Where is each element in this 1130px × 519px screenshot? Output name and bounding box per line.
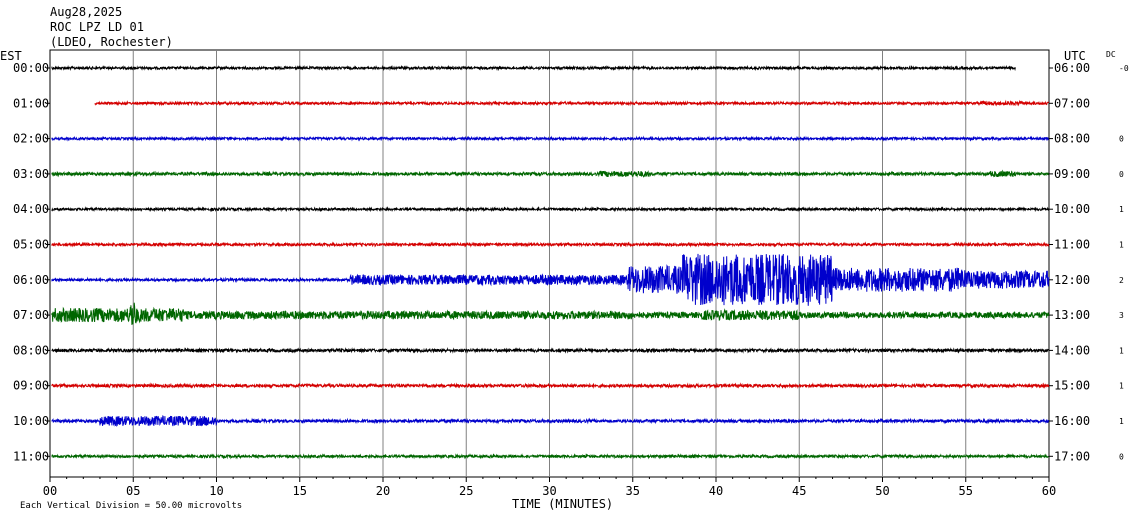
dc-value: 0 xyxy=(1119,170,1124,179)
x-tick-label: 40 xyxy=(709,484,723,498)
est-hour-label: 05:00 xyxy=(13,238,49,252)
x-tick-label: 25 xyxy=(459,484,473,498)
x-tick-label: 20 xyxy=(376,484,390,498)
waveform-trace xyxy=(51,135,1050,142)
waveform-trace xyxy=(51,206,1050,213)
utc-hour-label: 12:00 xyxy=(1054,273,1090,287)
est-hour-label: 09:00 xyxy=(13,379,49,393)
waveform-trace xyxy=(51,382,1050,390)
header-station: ROC LPZ LD 01 xyxy=(50,20,144,34)
utc-hour-label: 14:00 xyxy=(1054,343,1090,357)
utc-hour-label: 15:00 xyxy=(1054,379,1090,393)
waveform-trace xyxy=(51,241,1050,248)
waveform-trace xyxy=(51,302,1050,325)
est-hour-label: 11:00 xyxy=(13,449,49,463)
x-tick-label: 50 xyxy=(875,484,889,498)
est-label: EST xyxy=(0,49,22,63)
waveform-trace xyxy=(51,253,1050,306)
dc-label: DC xyxy=(1106,50,1116,59)
est-hour-label: 04:00 xyxy=(13,202,49,216)
waveform-trace xyxy=(51,346,1049,354)
x-tick-label: 30 xyxy=(542,484,556,498)
est-hour-label: 07:00 xyxy=(13,308,49,322)
x-tick-label: 15 xyxy=(293,484,307,498)
x-tick-label: 10 xyxy=(209,484,223,498)
utc-hour-label: 13:00 xyxy=(1054,308,1090,322)
waveform-trace xyxy=(51,453,1049,460)
x-tick-label: 35 xyxy=(626,484,640,498)
waveform-trace xyxy=(51,169,1049,178)
est-hour-label: 10:00 xyxy=(13,414,49,428)
dc-value: 2 xyxy=(1119,276,1124,285)
utc-hour-label: 06:00 xyxy=(1054,61,1090,75)
x-axis-label: TIME (MINUTES) xyxy=(512,497,613,511)
x-tick-label: 45 xyxy=(792,484,806,498)
dc-value: 1 xyxy=(1119,205,1124,214)
dc-value: 3 xyxy=(1119,311,1124,320)
dc-value: 1 xyxy=(1119,417,1124,426)
utc-hour-label: 09:00 xyxy=(1054,167,1090,181)
dc-value: 1 xyxy=(1119,346,1124,355)
x-tick-label: 55 xyxy=(959,484,973,498)
x-tick-label: 00 xyxy=(43,484,57,498)
dc-value: 1 xyxy=(1119,241,1124,250)
est-hour-label: 01:00 xyxy=(13,96,49,110)
utc-hour-label: 16:00 xyxy=(1054,414,1090,428)
est-hour-label: 08:00 xyxy=(13,343,49,357)
utc-hour-label: 17:00 xyxy=(1054,449,1090,463)
waveform-trace xyxy=(94,99,1049,107)
utc-hour-label: 08:00 xyxy=(1054,132,1090,146)
est-hour-label: 03:00 xyxy=(13,167,49,181)
dc-value: 0 xyxy=(1119,135,1124,144)
scale-note: Each Vertical Division = 50.00 microvolt… xyxy=(20,501,242,511)
x-tick-label: 60 xyxy=(1042,484,1056,498)
dc-value: -0 xyxy=(1119,64,1129,73)
utc-hour-label: 11:00 xyxy=(1054,238,1090,252)
dc-value: 1 xyxy=(1119,382,1124,391)
utc-label: UTC xyxy=(1064,49,1086,63)
waveform-trace xyxy=(51,414,1050,427)
est-hour-label: 06:00 xyxy=(13,273,49,287)
est-hour-label: 00:00 xyxy=(13,61,49,75)
utc-hour-label: 07:00 xyxy=(1054,96,1090,110)
header-network: (LDEO, Rochester) xyxy=(50,35,173,49)
utc-hour-label: 10:00 xyxy=(1054,202,1090,216)
waveform-trace xyxy=(51,64,1016,72)
est-hour-label: 02:00 xyxy=(13,132,49,146)
x-tick-label: 05 xyxy=(126,484,140,498)
header-date: Aug28,2025 xyxy=(50,5,123,19)
dc-value: 0 xyxy=(1119,452,1124,461)
